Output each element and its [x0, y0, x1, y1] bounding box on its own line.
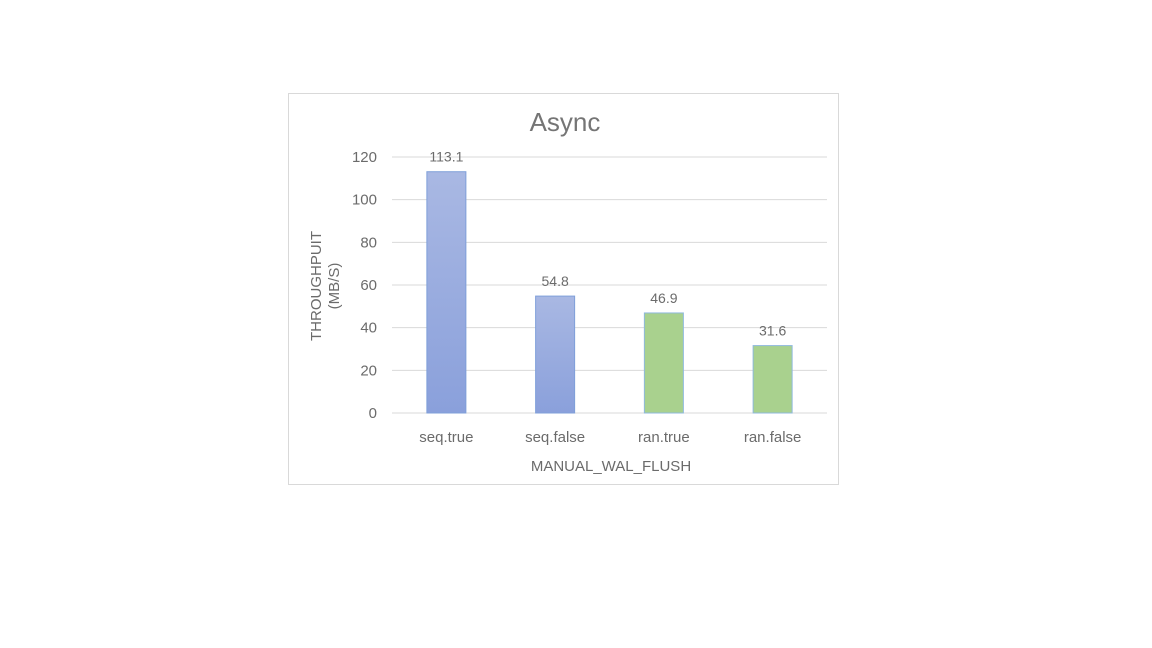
y-tick-label: 100: [352, 192, 377, 209]
y-tick-label: 20: [360, 362, 377, 379]
bar-ran-false: [752, 345, 793, 414]
data-labels: 113.1 54.8 46.9 31.6: [429, 149, 786, 339]
y-axis-title-line-2: (MB/S): [326, 263, 343, 310]
chart-title: Async: [530, 107, 601, 137]
x-tick-label: ran.false: [744, 429, 802, 446]
x-tick-label: ran.true: [638, 429, 690, 446]
data-label: 31.6: [759, 323, 786, 339]
bar-seq-true: [426, 171, 467, 414]
y-tick-label: 60: [360, 277, 377, 294]
y-tick-label: 40: [360, 320, 377, 337]
bars: [426, 171, 793, 414]
bar-seq-false: [535, 295, 576, 414]
y-tick-label: 0: [369, 405, 377, 422]
y-axis-ticks: 0 20 40 60 80 100 120: [352, 149, 377, 422]
x-tick-label: seq.false: [525, 429, 585, 446]
data-label: 113.1: [429, 149, 463, 165]
data-label: 46.9: [650, 290, 677, 306]
data-label: 54.8: [542, 273, 569, 289]
x-tick-label: seq.true: [419, 429, 473, 446]
y-axis-title-line-1: THROUGHPUIT: [308, 231, 325, 341]
y-axis-title: THROUGHPUIT (MB/S): [308, 231, 343, 341]
chart-frame: [288, 93, 839, 485]
bar-ran-true: [643, 312, 684, 414]
y-tick-label: 80: [360, 234, 377, 251]
x-axis-ticks: seq.true seq.false ran.true ran.false: [419, 429, 801, 446]
y-tick-label: 120: [352, 149, 377, 166]
x-axis-title: MANUAL_WAL_FLUSH: [531, 458, 691, 475]
